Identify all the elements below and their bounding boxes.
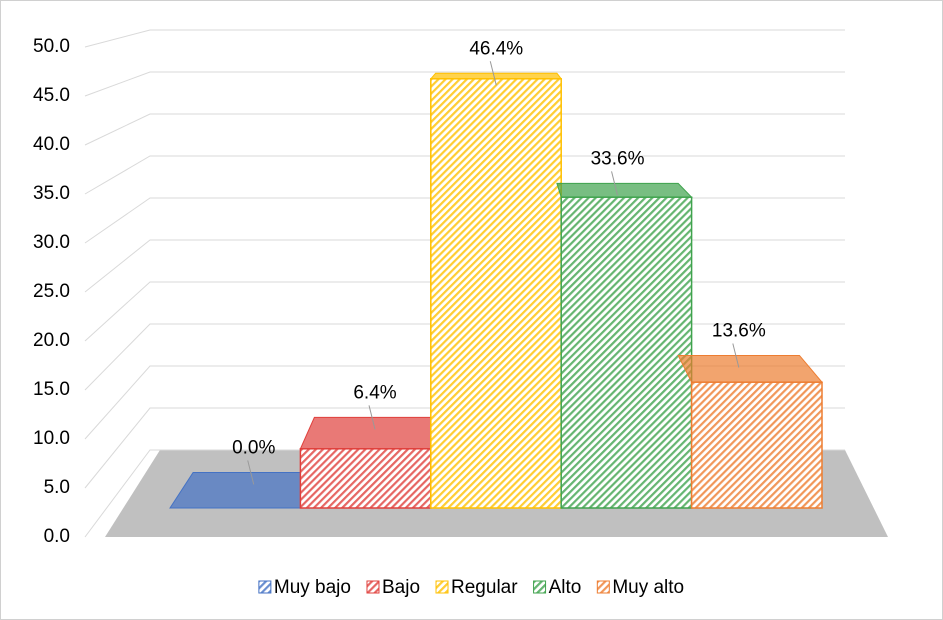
bar-top: [677, 354, 824, 383]
leader-line: [611, 171, 619, 196]
legend-marker: [533, 580, 547, 594]
y-tick-label: 15.0: [33, 379, 70, 400]
grid-line: [84, 113, 845, 146]
value-label: 33.6%: [591, 148, 645, 169]
leader-line: [247, 460, 255, 485]
legend-marker: [596, 580, 610, 594]
legend-item: Bajo: [366, 577, 420, 598]
legend-label: Muy alto: [612, 577, 684, 598]
grid-line: [84, 29, 845, 48]
bar-top: [169, 471, 316, 509]
y-tick-label: 10.0: [33, 428, 70, 449]
bar-top: [299, 416, 437, 450]
grid-line: [84, 155, 845, 195]
legend-label: Bajo: [382, 577, 420, 598]
legend-label: Alto: [549, 577, 582, 598]
leader-line: [489, 61, 497, 86]
y-tick-label: 45.0: [33, 85, 70, 106]
bar: [430, 78, 562, 509]
y-tick-label: 40.0: [33, 134, 70, 155]
y-tick-label: 50.0: [33, 36, 70, 57]
y-tick-label: 35.0: [33, 183, 70, 204]
grid-line: [84, 71, 845, 97]
value-label: 0.0%: [232, 437, 275, 458]
legend-label: Muy bajo: [274, 577, 351, 598]
bar: [299, 448, 432, 509]
bar: [560, 196, 693, 509]
leader-line: [368, 405, 376, 430]
bar: [690, 381, 823, 509]
legend: Muy bajo Bajo Regular Alto Muy alto: [258, 577, 684, 598]
legend-label: Regular: [451, 577, 518, 598]
y-tick-label: 5.0: [44, 477, 70, 498]
y-tick-label: 25.0: [33, 281, 70, 302]
legend-item: Muy alto: [596, 577, 684, 598]
y-tick-label: 30.0: [33, 232, 70, 253]
leader-line: [732, 343, 740, 368]
value-label: 46.4%: [469, 38, 523, 59]
legend-marker: [366, 580, 380, 594]
y-tick-label: 20.0: [33, 330, 70, 351]
legend-marker: [435, 580, 449, 594]
legend-item: Alto: [533, 577, 582, 598]
legend-item: Regular: [435, 577, 518, 598]
legend-item: Muy bajo: [258, 577, 351, 598]
value-label: 6.4%: [353, 382, 396, 403]
bar-top: [556, 182, 693, 198]
legend-marker: [258, 580, 272, 594]
y-tick-label: 0.0: [44, 526, 70, 547]
value-label: 13.6%: [712, 320, 766, 341]
bar-top: [429, 72, 563, 80]
